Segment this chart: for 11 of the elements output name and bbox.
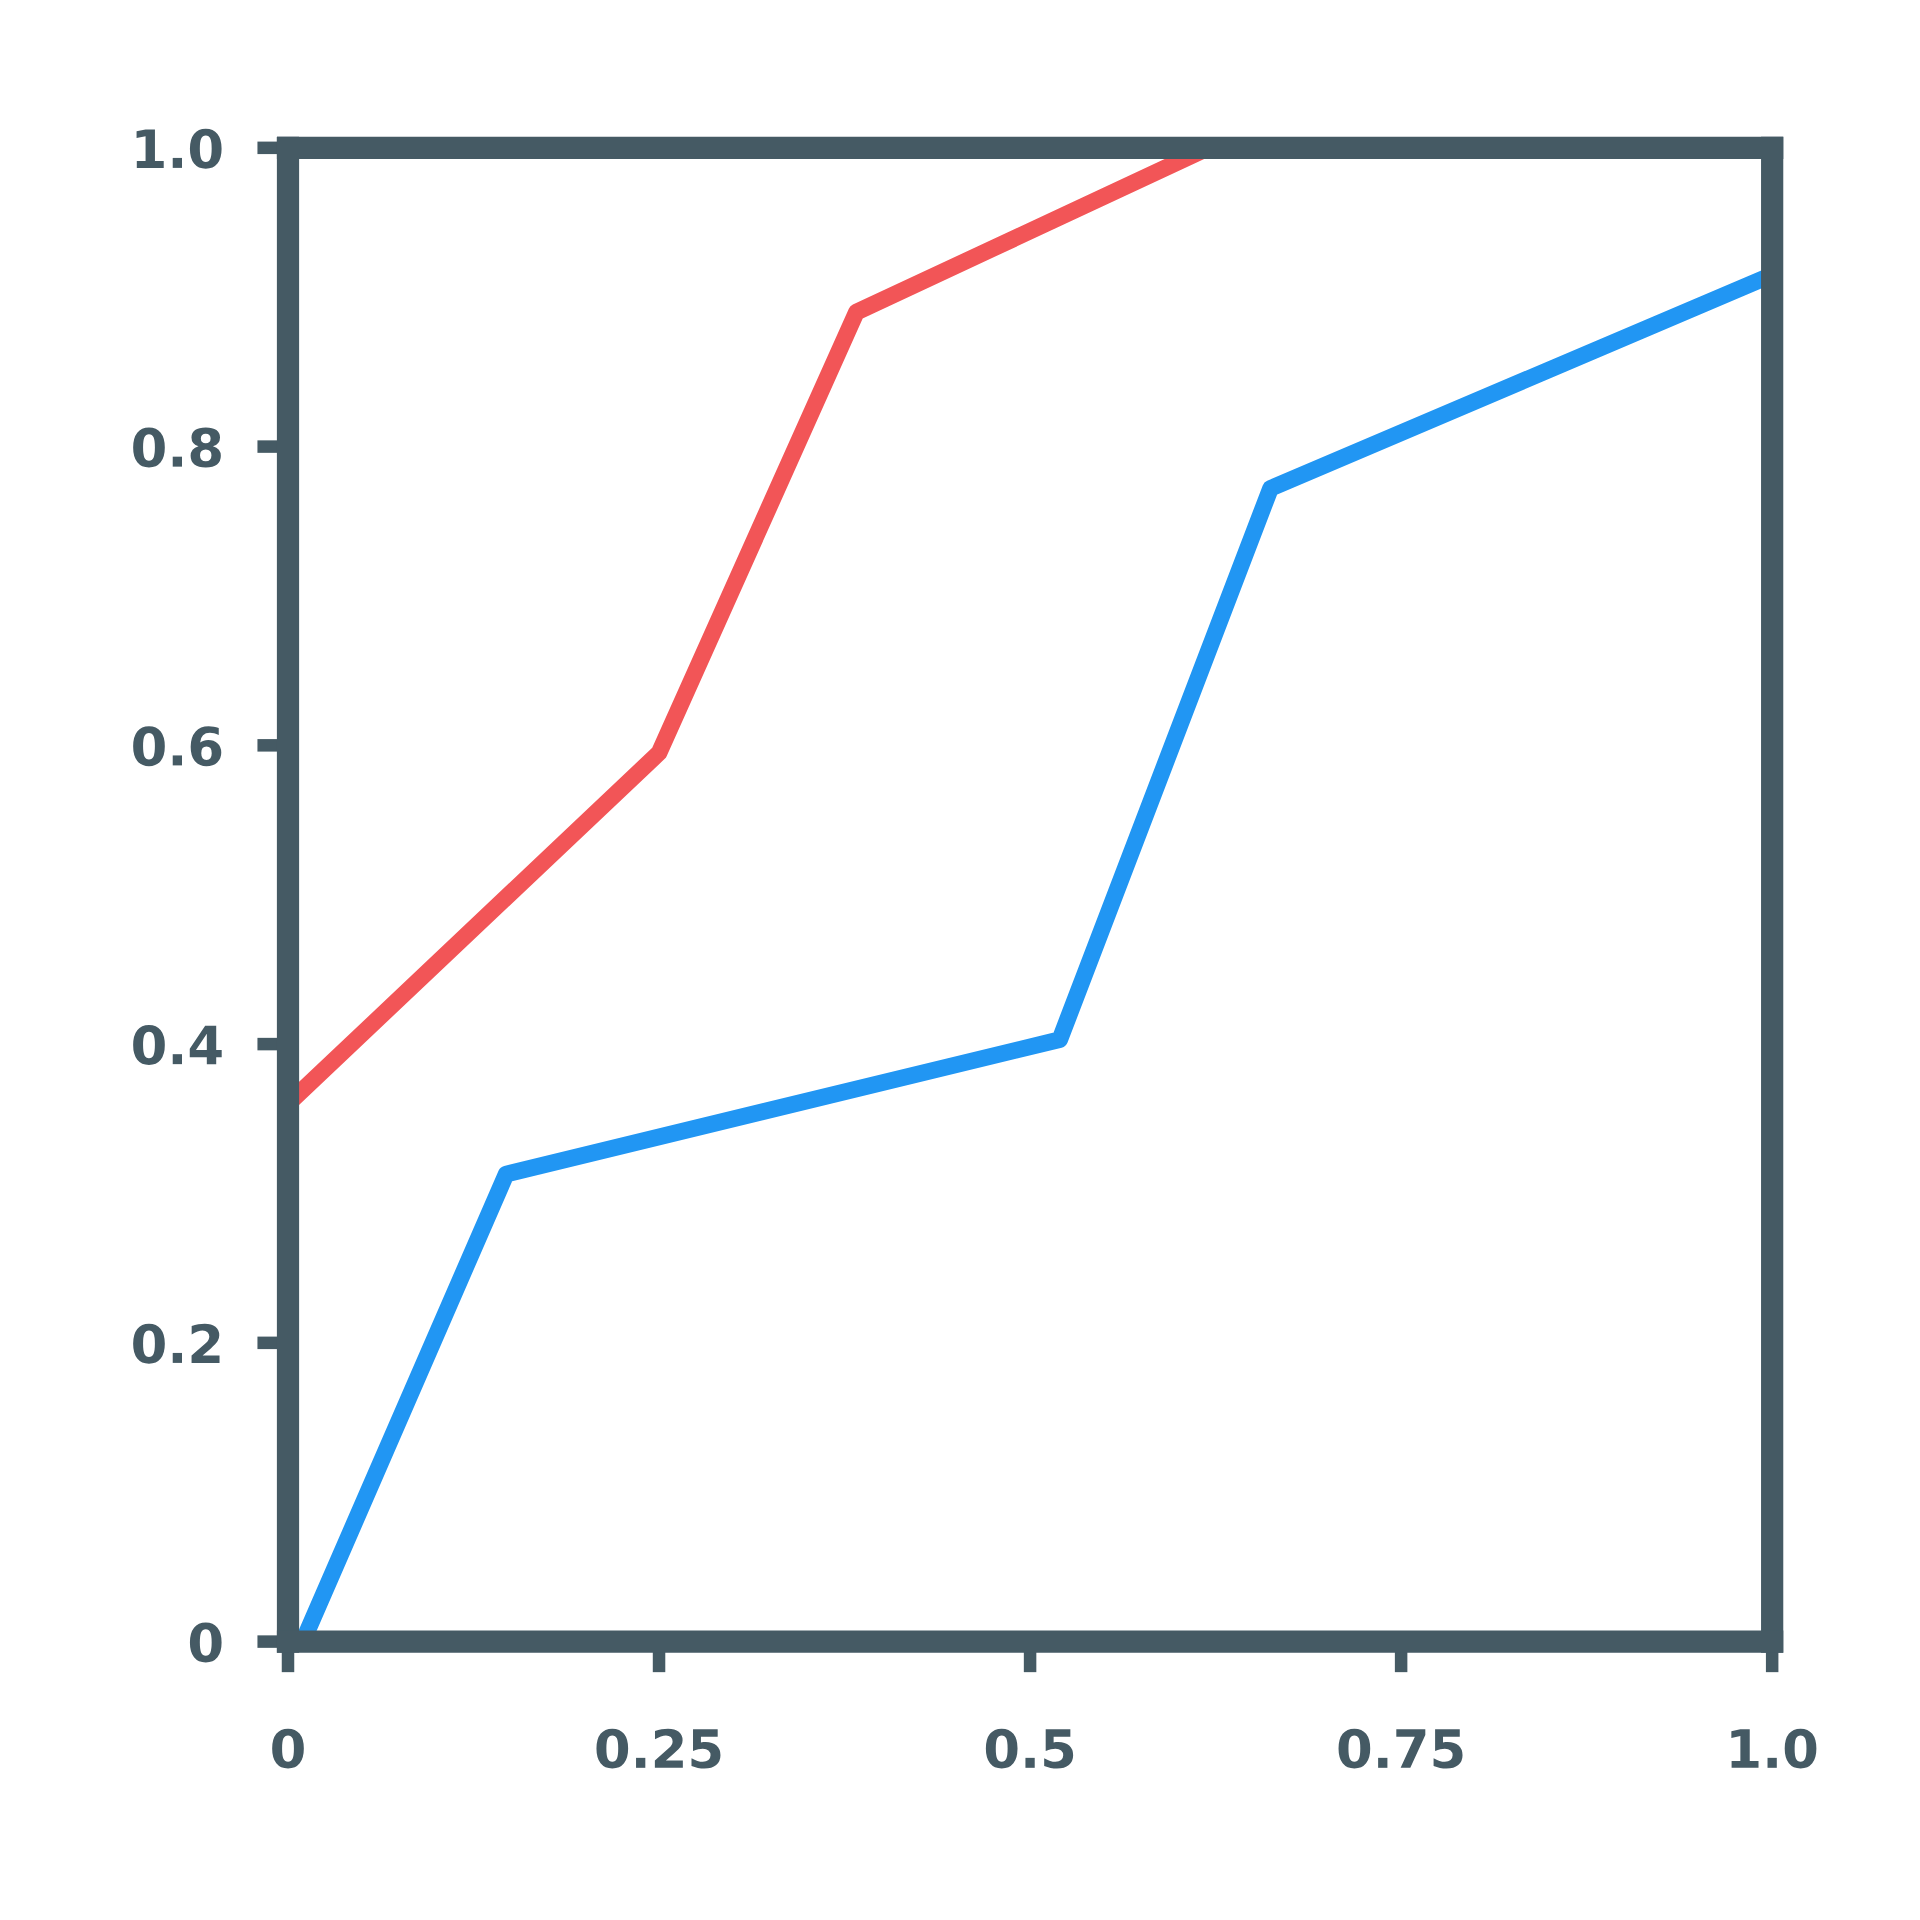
x-tick-label: 0.25 [596, 1728, 721, 1769]
y-tick-label: 0.2 [133, 1323, 220, 1364]
y-tick-label: 0.8 [133, 427, 221, 468]
y-tick-label: 0 [189, 1622, 222, 1663]
x-tick-label: 0 [272, 1728, 304, 1769]
y-tick-label: 0.4 [133, 1024, 222, 1065]
x-tick-label: 0.5 [985, 1728, 1074, 1769]
x-tick-label: 1.0 [1731, 1728, 1817, 1769]
y-tick-label: 0.6 [133, 726, 222, 767]
y-tick-label: 1.0 [136, 128, 222, 169]
x-tick-label: 0.75 [1338, 1728, 1463, 1769]
